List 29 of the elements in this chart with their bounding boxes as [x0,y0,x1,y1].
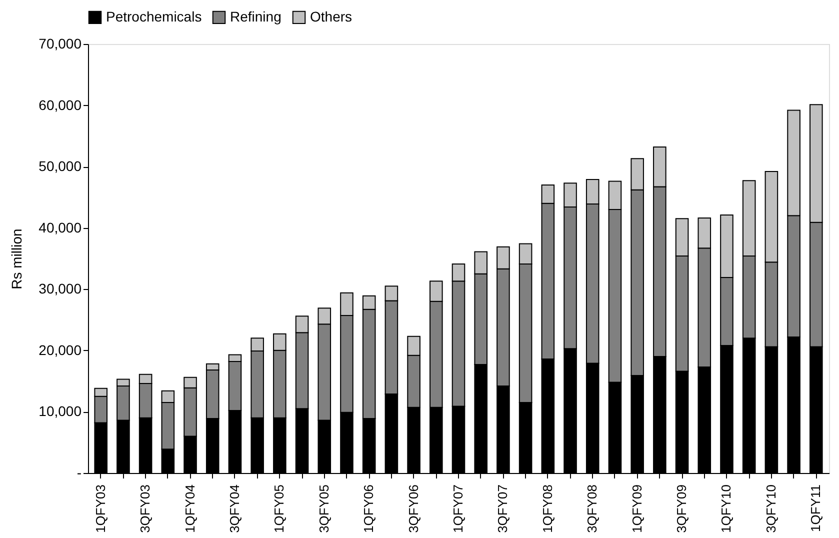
x-tick-label: 3QFY03 [138,484,153,533]
x-tick-label: 1QFY11 [808,484,824,532]
x-tick-label: 1QFY03 [92,484,108,533]
y-tick-label: 70,000 [38,36,82,52]
x-tick-label: 1QFY05 [272,484,287,533]
y-axis-title: Rs million [8,228,25,290]
x-tick-label: 3QFY07 [495,484,510,533]
x-tick-label: 1QFY08 [540,484,555,533]
y-tick-label: - [76,464,82,480]
x-tick-label: 3QFY08 [584,484,600,533]
x-tick-label: 3QFY09 [674,484,690,533]
x-tick-label: 1QFY04 [182,484,198,533]
y-tick-label: 30,000 [38,280,82,297]
legend-label: Refining [230,8,282,24]
x-tick-label: 3QFY05 [316,484,332,533]
x-tick-label: 1QFY09 [629,484,644,533]
x-tick-label: 1QFY07 [450,484,466,533]
y-tick-label: 10,000 [38,403,82,420]
x-tick-label: 3QFY10 [763,484,778,533]
y-tick-label: 60,000 [38,96,82,113]
y-tick-label: 40,000 [38,219,82,236]
y-tick-label: 20,000 [38,342,82,358]
x-tick-label: 1QFY10 [718,484,734,533]
x-tick-label: 3QFY04 [226,484,242,533]
legend-label: Others [310,8,352,24]
x-tick-label: 3QFY06 [406,484,421,533]
x-tick-label: 1QFY06 [361,484,376,533]
y-tick-label: 50,000 [38,158,82,174]
legend-label: Petrochemicals [106,8,202,24]
